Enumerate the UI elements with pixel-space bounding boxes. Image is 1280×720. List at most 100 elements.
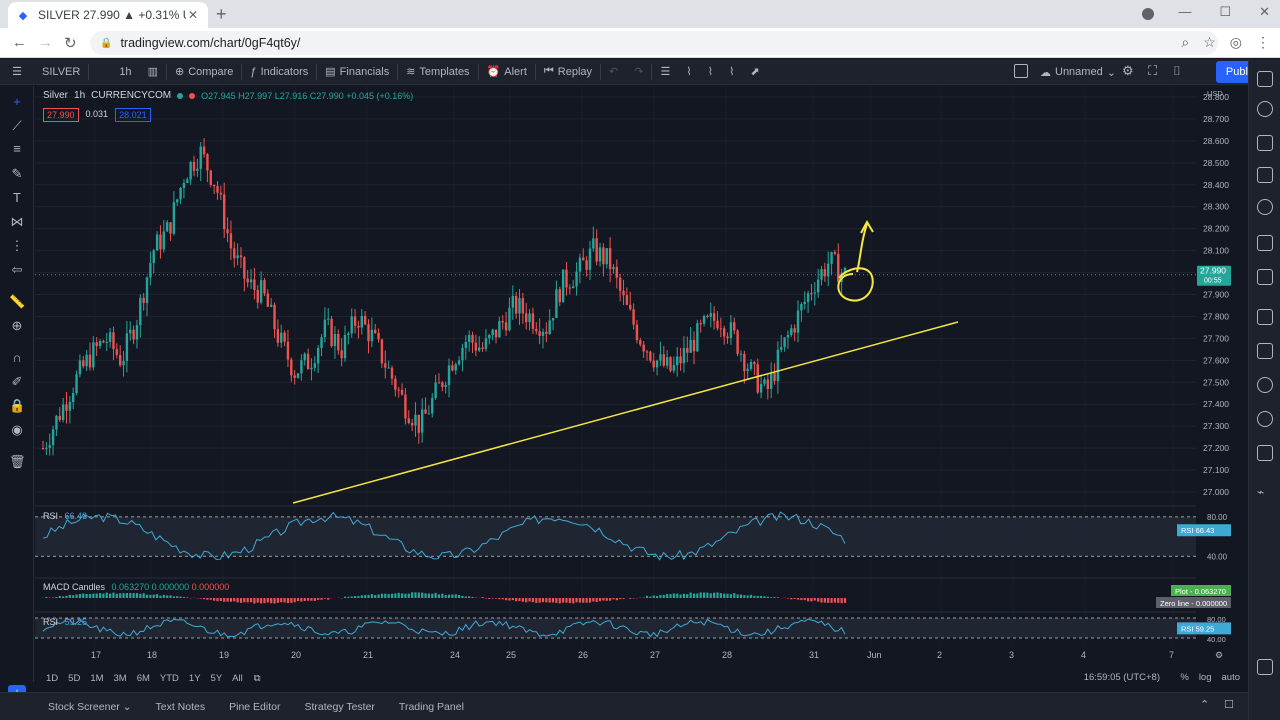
streams-icon[interactable] [1257, 343, 1273, 359]
range-3m[interactable]: 3M [113, 672, 127, 684]
range-1y[interactable]: 1Y [188, 672, 201, 684]
pattern-icon-3[interactable]: ⌇ [729, 66, 735, 78]
range-1d[interactable]: 1D [46, 672, 59, 684]
lock-drawings-icon[interactable]: 🔒 [9, 398, 26, 413]
trendline-drawing[interactable] [292, 321, 959, 504]
layers-icon[interactable] [1257, 659, 1273, 675]
legend-symbol[interactable]: Silver [43, 90, 69, 101]
interval-button[interactable]: 1h [89, 59, 139, 85]
camera-icon[interactable]: ⌷ [1173, 63, 1181, 78]
chat-icon[interactable] [1257, 309, 1273, 325]
axis-option-log[interactable]: log [1198, 672, 1212, 683]
range-all[interactable]: All [232, 672, 243, 684]
fullscreen-icon[interactable]: ⛶ [1148, 63, 1158, 78]
reload-icon[interactable]: ↻ [64, 35, 77, 52]
bottom-tab-text-notes[interactable]: Text Notes [155, 700, 206, 713]
alerts-clock-icon[interactable] [1257, 101, 1273, 117]
ruler-icon[interactable]: 📏 [9, 294, 26, 309]
crosshair-icon[interactable]: + [13, 94, 21, 109]
pattern-icon-1[interactable]: ⌇ [686, 66, 692, 78]
goto-date-icon[interactable]: ⧉ [253, 672, 261, 684]
magnet-icon[interactable]: ∩ [12, 350, 22, 365]
hand-drawn-arrow[interactable] [856, 219, 874, 273]
templates-button[interactable]: ≋ Templates [398, 59, 477, 85]
timezone-clock[interactable]: 16:59:05 (UTC+8) [1083, 672, 1160, 683]
chart-canvas[interactable]: 28.800 28.700 28.600 28.500 28.400 28.300 28.2… [35, 86, 1248, 647]
range-5y[interactable]: 5Y [210, 672, 223, 684]
undo-icon[interactable]: ↶ [609, 66, 619, 78]
hotlist-icon[interactable] [1257, 167, 1273, 183]
minimize-icon[interactable]: — [1178, 4, 1192, 19]
financials-button[interactable]: ▤ Financials [317, 59, 397, 85]
bookmark-star-icon[interactable]: ☆ [1203, 34, 1216, 50]
symbol-search[interactable]: SILVER [34, 59, 88, 85]
stay-drawing-icon[interactable]: ✐ [11, 374, 23, 389]
broadcast-icon[interactable] [1257, 377, 1273, 393]
close-tab-icon[interactable]: ✕ [187, 8, 199, 22]
candle-body [682, 348, 686, 364]
buy-price[interactable]: 28.021 [115, 108, 151, 122]
collapse-panel-icon[interactable]: ⌃ [1200, 699, 1210, 711]
url-field[interactable]: 🔒 tradingview.com/chart/0gF4qt6y/ [90, 31, 1218, 55]
redo-icon[interactable]: ↷ [634, 66, 644, 78]
bottom-tab-pine-editor[interactable]: Pine Editor [229, 700, 281, 713]
pattern-icon[interactable]: ⋈ [10, 214, 24, 229]
hand-drawn-circle[interactable] [837, 267, 874, 302]
bottom-tab-trading-panel[interactable]: Trading Panel [398, 700, 464, 713]
hide-drawings-icon[interactable]: ◉ [11, 422, 23, 437]
time-axis[interactable]: 17 18 19 20 21 24 25 26 27 28 31 Jun 2 3 4 7 ⚙ [35, 647, 1248, 663]
pattern-icon-2[interactable]: ⌇ [707, 66, 714, 78]
pulse-icon[interactable]: ⌁ [1257, 485, 1265, 499]
extension-icon[interactable]: ◎ [1229, 34, 1242, 50]
close-window-icon[interactable]: ✕ [1259, 4, 1270, 19]
candle-body [165, 222, 169, 232]
notifications-icon[interactable] [1257, 411, 1273, 427]
alert-button[interactable]: ⏰ Alert [479, 59, 535, 85]
cursor-icon[interactable]: ⬈ [750, 66, 760, 78]
axis-option-percent[interactable]: % [1180, 672, 1189, 683]
bell-icon[interactable] [1257, 445, 1273, 461]
range-6m[interactable]: 6M [136, 672, 150, 684]
replay-button[interactable]: ⏮ Replay [536, 59, 600, 85]
zoom-icon[interactable]: ⌕ [1181, 34, 1190, 50]
layout-icon[interactable] [1014, 64, 1028, 78]
news-icon[interactable] [1257, 269, 1273, 285]
axis-option-auto[interactable]: auto [1221, 672, 1241, 683]
object-tree-icon[interactable]: ☰ [660, 66, 671, 78]
browser-tab[interactable]: ◆ SILVER 27.990 ▲ +0.31% Unnam ✕ [8, 2, 208, 28]
back-icon[interactable]: ← [12, 34, 27, 51]
prediction-icon[interactable]: ⋮ [10, 238, 24, 253]
menu-icon[interactable]: ⋮ [1256, 34, 1270, 50]
main-menu-icon[interactable]: ☰ [12, 66, 22, 78]
fib-icon[interactable]: ≡ [13, 141, 21, 156]
settings-gear-icon[interactable]: ⚙ [1122, 63, 1134, 78]
maximize-panel-icon[interactable]: ☐ [1224, 699, 1234, 711]
bottom-tab-stock-screener[interactable]: Stock Screener ⌄ [48, 700, 132, 713]
axis-settings-gear-icon[interactable]: ⚙ [1215, 650, 1224, 660]
bottom-tab-strategy-tester[interactable]: Strategy Tester [304, 700, 375, 713]
layout-name-button[interactable]: ☁ Unnamed ⌄ [1040, 59, 1116, 85]
text-icon[interactable]: T [13, 190, 21, 205]
indicators-button[interactable]: ƒ Indicators [242, 59, 316, 85]
trash-icon[interactable]: 🗑 [9, 454, 26, 469]
calendar-icon[interactable] [1257, 199, 1273, 215]
candle-body [827, 263, 830, 277]
trendline-icon[interactable]: ⟋ [12, 118, 22, 133]
profile-icon[interactable] [1142, 8, 1154, 20]
brush-icon[interactable]: ✎ [11, 166, 23, 181]
chart-type-icon[interactable]: ▥ [147, 66, 158, 78]
range-ytd[interactable]: YTD [159, 672, 179, 684]
forward-icon[interactable]: → [38, 34, 53, 51]
cloud-icon: ☁ [1040, 66, 1051, 79]
range-5d[interactable]: 5D [68, 672, 81, 684]
maximize-icon[interactable]: ☐ [1219, 4, 1232, 19]
ideas-icon[interactable] [1257, 235, 1273, 251]
data-window-icon[interactable] [1257, 135, 1273, 151]
new-tab-icon[interactable]: + [216, 4, 227, 24]
sell-price[interactable]: 27.990 [43, 108, 79, 122]
arrow-left-icon[interactable]: ⇦ [11, 262, 23, 277]
zoom-in-icon[interactable]: ⊕ [11, 318, 23, 333]
watchlist-icon[interactable] [1257, 71, 1273, 87]
range-1m[interactable]: 1M [90, 672, 104, 684]
compare-button[interactable]: ⊕ Compare [167, 59, 241, 85]
